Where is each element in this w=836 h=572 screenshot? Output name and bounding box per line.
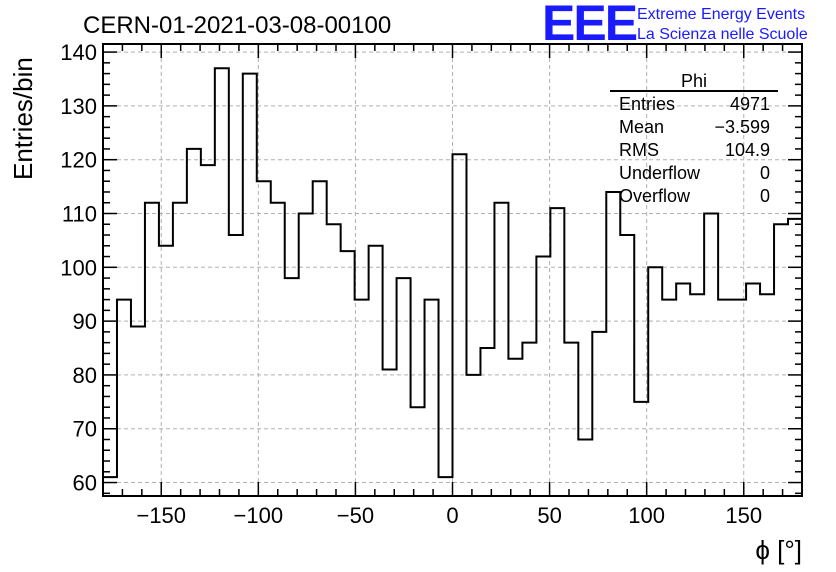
- stats-row-value: 0: [760, 163, 770, 183]
- stats-row-label: RMS: [619, 140, 659, 160]
- x-tick-label: 50: [537, 503, 561, 528]
- stats-box: Phi Entries 4971 Mean −3.599 RMS 104.9 Underfl…: [610, 71, 778, 206]
- stats-box-title: Phi: [681, 71, 707, 91]
- y-tick-label: 70: [73, 417, 97, 442]
- y-tick-label: 80: [73, 363, 97, 388]
- stats-row-value: −3.599: [714, 117, 770, 137]
- y-tick-label: 110: [62, 202, 97, 227]
- x-tick-label: −100: [234, 503, 284, 528]
- chart-title: CERN-01-2021-03-08-00100: [83, 12, 391, 39]
- grid-lines: [103, 44, 802, 496]
- y-axis-title: Entries/bin: [8, 57, 38, 180]
- stats-row-label: Mean: [619, 117, 664, 137]
- x-tick-label: 0: [446, 503, 458, 528]
- y-tick-label: 120: [60, 148, 97, 173]
- x-tick-label: 150: [725, 503, 762, 528]
- y-tick-label: 60: [73, 471, 97, 496]
- axis-ticks: [102, 44, 803, 496]
- stats-row-label: Underflow: [619, 163, 701, 183]
- y-tick-label: 130: [60, 94, 97, 119]
- y-tick-label: 90: [73, 309, 97, 334]
- x-tick-label: −150: [136, 503, 186, 528]
- stats-row-value: 0: [760, 186, 770, 206]
- stats-row-label: Overflow: [619, 186, 691, 206]
- stats-row-value: 104.9: [725, 140, 770, 160]
- stats-row-label: Entries: [619, 94, 675, 114]
- eee-logo-line2: La Scienza nelle Scuole: [637, 26, 808, 43]
- eee-logo-mark: EEE: [542, 0, 637, 51]
- eee-logo-line1: Extreme Energy Events: [637, 6, 805, 23]
- eee-logo: EEE Extreme Energy Events La Scienza nel…: [542, 0, 808, 51]
- x-axis-title: ϕ [°]: [755, 535, 802, 565]
- y-tick-label: 140: [60, 40, 97, 65]
- stats-row-value: 4971: [730, 94, 770, 114]
- y-tick-label: 100: [60, 255, 97, 280]
- x-tick-label: 100: [628, 503, 665, 528]
- x-tick-label: −50: [337, 503, 374, 528]
- tick-labels: −150 −100 −50 0 50 100 150 60 70 80 90 100 110 120 130…: [60, 40, 762, 528]
- histogram-series-line: [102, 67, 803, 496]
